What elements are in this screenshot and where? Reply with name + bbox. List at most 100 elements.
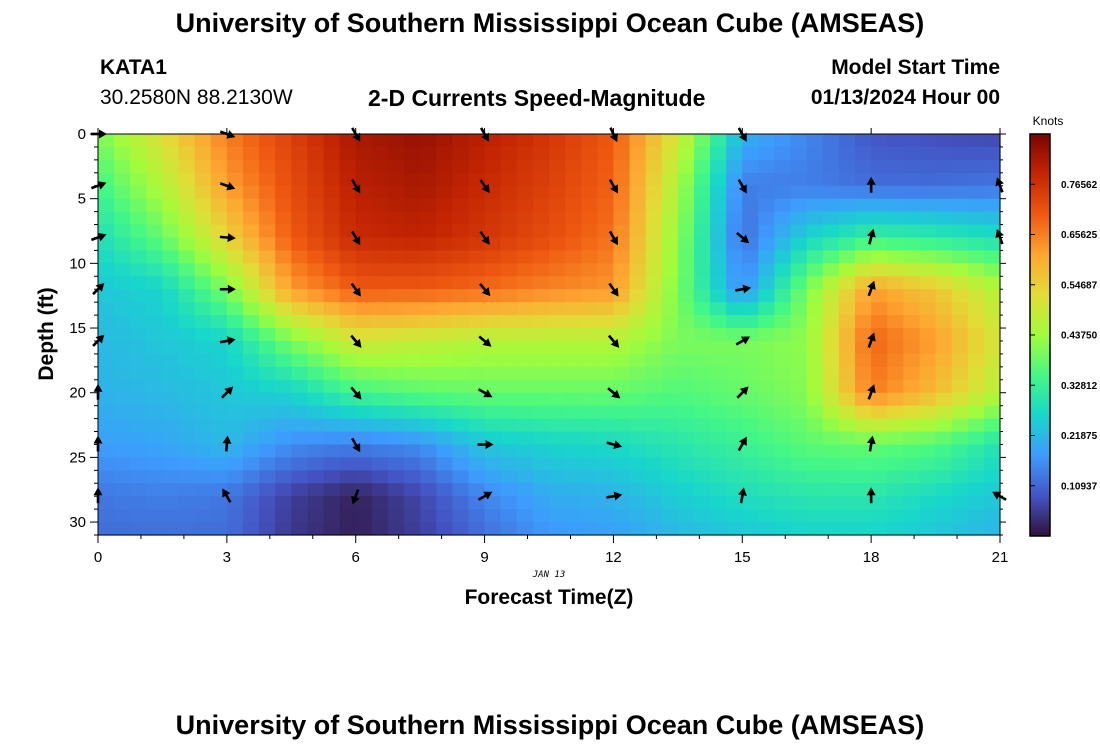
heatmap-cell (404, 185, 421, 200)
heatmap-cell (242, 522, 260, 536)
heatmap-cell (871, 379, 888, 394)
heatmap-cell (484, 418, 502, 433)
heatmap-cell (983, 211, 1001, 226)
heatmap-cell (130, 263, 147, 277)
heatmap-cell (581, 289, 598, 303)
heatmap-cell (259, 340, 276, 355)
heatmap-cell (114, 276, 131, 290)
heatmap-cell (710, 315, 727, 329)
heatmap-cell (420, 198, 437, 213)
heatmap-cell (855, 340, 872, 355)
heatmap-cell (822, 263, 840, 277)
heatmap-cell (162, 379, 180, 394)
heatmap-cell (693, 431, 711, 446)
heatmap-cell (581, 134, 598, 148)
heatmap-cell (693, 302, 711, 316)
heatmap-cell (259, 237, 276, 252)
heatmap-cell (645, 224, 663, 239)
current-vector-arrow (738, 487, 747, 504)
heatmap-cell (774, 522, 792, 536)
heatmap-cell (629, 366, 647, 381)
heatmap-cell (693, 340, 711, 355)
heatmap-cell (855, 522, 872, 536)
heatmap-cell (838, 172, 856, 187)
heatmap-cell (130, 353, 147, 368)
heatmap-cell (677, 457, 695, 471)
heatmap-cell (210, 237, 228, 252)
heatmap-cell (178, 159, 196, 174)
heatmap-cell (323, 211, 341, 226)
heatmap-cell (436, 315, 453, 329)
heatmap-cell (420, 431, 437, 446)
x-tick-label: 12 (605, 549, 622, 566)
heatmap-cell (597, 237, 615, 252)
heatmap-cell (838, 224, 856, 239)
heatmap-cell (790, 250, 808, 264)
heatmap-cell (259, 302, 276, 316)
heatmap-cell (951, 263, 969, 277)
heatmap-cell (98, 353, 115, 368)
heatmap-cell (871, 250, 888, 264)
heatmap-cell (275, 328, 292, 342)
heatmap-cell (275, 172, 292, 187)
heatmap-cell (629, 211, 647, 226)
heatmap-cell (871, 172, 888, 187)
heatmap-cell (871, 353, 888, 368)
heatmap-cell (935, 328, 953, 342)
heatmap-cell (387, 198, 405, 213)
heatmap-cell (404, 315, 421, 329)
heatmap-cell (532, 315, 550, 329)
heatmap-cell (549, 483, 566, 497)
heatmap-cell (887, 263, 904, 277)
heatmap-cell (484, 328, 502, 342)
heatmap-cell (339, 302, 357, 316)
heatmap-cell (404, 340, 421, 355)
heatmap-cell (500, 237, 518, 252)
heatmap-cell (355, 211, 373, 226)
heatmap-cell (919, 315, 937, 329)
heatmap-cell (838, 289, 856, 303)
heatmap-cell (114, 470, 131, 484)
heatmap-cell (516, 134, 534, 148)
heatmap-cell (822, 340, 840, 355)
heatmap-cell (516, 496, 534, 510)
heatmap-cell (822, 405, 840, 420)
heatmap-cell (387, 263, 405, 277)
heatmap-cell (677, 289, 695, 303)
heatmap-cell (436, 185, 453, 200)
heatmap-cell (742, 172, 759, 187)
heatmap-cell (178, 328, 196, 342)
heatmap-cell (162, 340, 180, 355)
heatmap-cell (484, 211, 502, 226)
heatmap-cell (710, 470, 727, 484)
heatmap-cell (983, 522, 1001, 536)
heatmap-cell (774, 418, 792, 433)
heatmap-cell (726, 366, 743, 381)
heatmap-cell (710, 185, 727, 200)
heatmap-cell (532, 431, 550, 446)
heatmap-cell (178, 211, 196, 226)
heatmap-cell (967, 457, 985, 471)
heatmap-cell (436, 340, 453, 355)
heatmap-cell (98, 315, 115, 329)
heatmap-cell (275, 379, 292, 394)
heatmap-cell (726, 302, 743, 316)
heatmap-cell (387, 470, 405, 484)
heatmap-cell (387, 315, 405, 329)
heatmap-cell (226, 159, 244, 174)
heatmap-cell (758, 496, 776, 510)
heatmap-cell (114, 289, 131, 303)
heatmap-cell (693, 134, 711, 148)
heatmap-cell (967, 159, 985, 174)
heatmap-cell (323, 353, 341, 368)
heatmap-cell (838, 418, 856, 433)
heatmap-cell (806, 340, 824, 355)
heatmap-cell (146, 379, 164, 394)
heatmap-cell (420, 328, 437, 342)
heatmap-cell (758, 483, 776, 497)
heatmap-cell (742, 366, 759, 381)
heatmap-cell (645, 470, 663, 484)
heatmap-cell (951, 328, 969, 342)
heatmap-cell (130, 496, 147, 510)
heatmap-cell (452, 340, 470, 355)
